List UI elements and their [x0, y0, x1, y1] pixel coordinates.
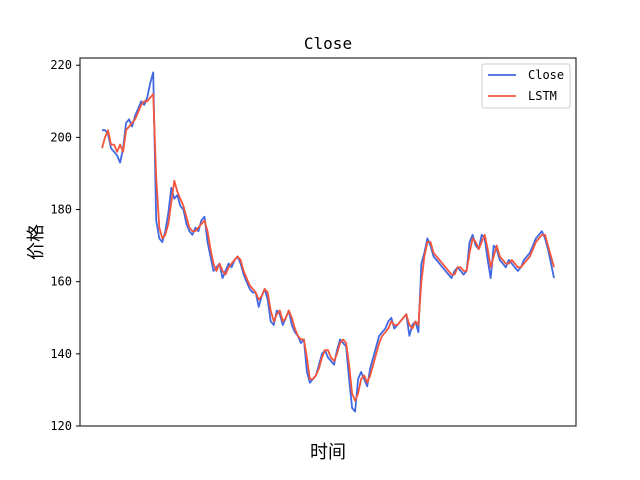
series-line-lstm — [101, 93, 555, 402]
y-tick-label: 120 — [50, 419, 72, 433]
y-tick-label: 200 — [50, 130, 72, 144]
x-axis-label: 时间 — [310, 442, 346, 463]
y-tick-label: 140 — [50, 347, 72, 361]
legend-label-close: Close — [528, 68, 564, 82]
y-tick-label: 160 — [50, 275, 72, 289]
y-axis-label: 价格 — [26, 224, 47, 260]
plot-area: 120 140 160 180 200 220 — [50, 57, 577, 433]
chart-title: Close — [304, 34, 352, 53]
legend: Close LSTM — [481, 63, 571, 109]
legend-label-lstm: LSTM — [528, 89, 557, 103]
y-tick-label: 220 — [50, 58, 72, 72]
y-tick-label: 180 — [50, 203, 72, 217]
plot-frame — [79, 57, 577, 427]
